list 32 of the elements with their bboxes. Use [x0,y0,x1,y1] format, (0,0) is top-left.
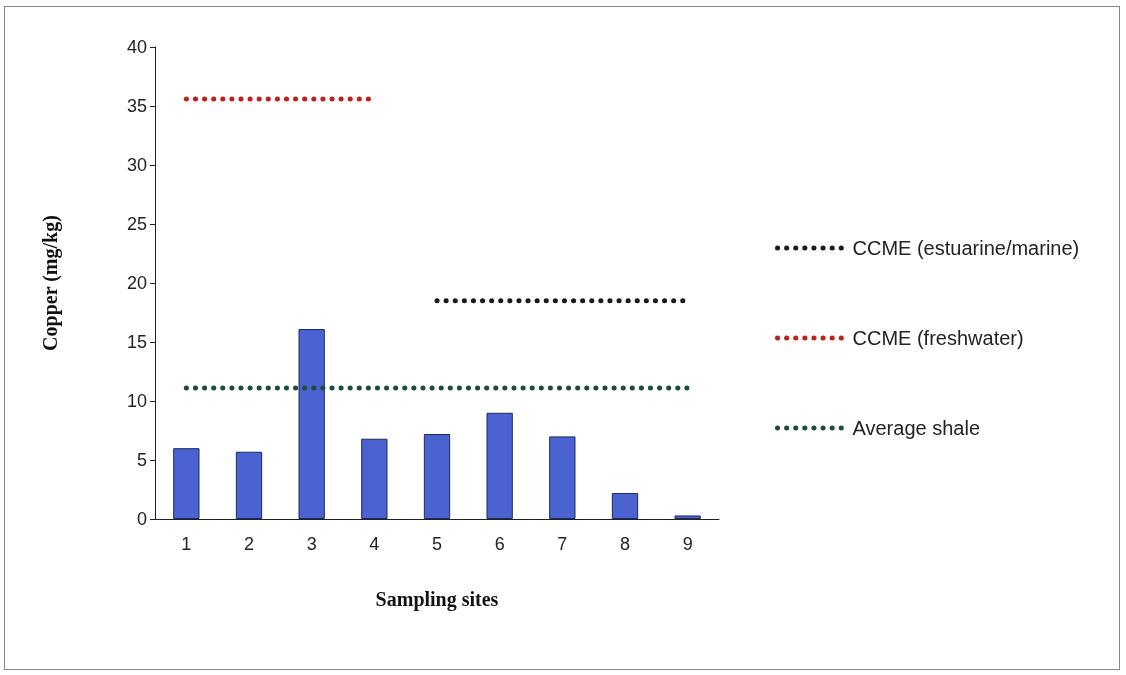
x-tick-label: 6 [494,534,505,554]
bar [549,436,576,519]
x-axis-title: Sampling sites [375,588,499,611]
bar [235,451,263,519]
y-tick-label: 5 [136,450,147,470]
x-tick-label: 7 [557,534,568,554]
bar [674,515,701,519]
legend-label: CCME (estuarine/marine) [852,237,1080,259]
bar [486,412,513,519]
y-tick-label: 35 [126,96,147,116]
x-tick-label: 5 [431,534,443,554]
bar [173,448,200,519]
x-tick-label: 1 [181,534,192,554]
x-tick-label: 4 [369,534,380,554]
legend-label: CCME (freshwater) [852,327,1024,349]
x-tick-label: 3 [306,534,317,554]
y-tick-label: 30 [126,155,147,175]
y-tick-label: 20 [126,273,147,293]
y-tick-label: 40 [126,37,147,57]
y-tick-label: 15 [126,332,147,352]
x-tick-label: 8 [619,534,631,554]
y-axis-title: Copper (mg/kg) [39,215,62,351]
x-tick-label: 2 [243,534,255,554]
bar [423,434,451,519]
x-tick-label: 9 [682,534,693,554]
legend-label: Average shale [852,417,980,439]
bar [298,329,325,519]
y-tick-label: 25 [126,214,147,234]
bar [361,438,388,519]
y-tick-label: 10 [126,391,147,411]
bar [611,493,639,519]
y-tick-label: 0 [136,509,147,529]
